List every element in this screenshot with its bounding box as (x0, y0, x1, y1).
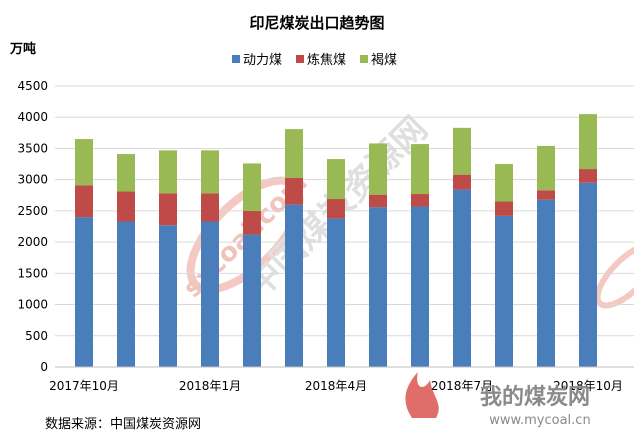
bar-segment-2 (495, 201, 513, 216)
chart-title: 印尼煤炭出口趋势图 (249, 14, 384, 32)
y-tick-label: 4000 (17, 110, 48, 124)
bar-segment-3 (75, 139, 93, 186)
x-tick-label: 2018年1月 (179, 379, 241, 393)
x-tick-label: 2018年4月 (305, 379, 367, 393)
x-tick-label: 2017年10月 (49, 379, 119, 393)
bar-segment-1 (201, 221, 219, 367)
bar-segment-3 (285, 129, 303, 178)
bar-segment-3 (327, 159, 345, 200)
bar-segment-2 (579, 169, 597, 183)
x-tick-labels: 2017年10月 2018年1月 2018年4月 2018年7月 2018年10月 (49, 379, 623, 393)
flame-icon (405, 372, 439, 418)
y-tick-label: 1500 (17, 266, 48, 280)
bar-segment-1 (159, 225, 177, 367)
legend-label: 炼焦煤 (307, 53, 346, 68)
y-tick-label: 500 (25, 329, 48, 343)
bar-segment-1 (579, 182, 597, 367)
bar-segment-2 (201, 193, 219, 222)
bar-segment-3 (243, 163, 261, 211)
y-tick-label: 2000 (17, 235, 48, 249)
y-tick-label: 0 (40, 360, 48, 374)
bars (75, 114, 597, 367)
bar-segment-3 (453, 127, 471, 175)
logo-url-text: www.mycoal.cn (489, 413, 590, 428)
legend-swatch (232, 55, 240, 63)
bar-segment-2 (327, 199, 345, 219)
bar-segment-3 (117, 154, 135, 192)
bar-segment-3 (201, 150, 219, 194)
data-source: 数据来源：中国煤炭资源网 (45, 417, 201, 432)
bar-segment-3 (579, 114, 597, 170)
mycoal-logo: 我的煤炭网 www.mycoal.cn (405, 372, 591, 428)
legend-swatch (360, 55, 368, 63)
bar-segment-1 (495, 215, 513, 367)
y-tick-labels: 0 500 1000 1500 2000 2500 3000 3500 4000 4500 (17, 79, 48, 374)
bar-segment-1 (117, 221, 135, 367)
bar-segment-2 (159, 193, 177, 226)
bar-segment-3 (159, 150, 177, 194)
legend: 动力煤 炼焦煤 褐煤 (232, 53, 397, 68)
bar-segment-2 (453, 174, 471, 190)
bar-segment-1 (369, 207, 387, 367)
bar-segment-2 (411, 194, 429, 207)
legend-swatch (296, 55, 304, 63)
bar-segment-1 (537, 199, 555, 367)
y-tick-label: 3000 (17, 173, 48, 187)
legend-label: 褐煤 (371, 53, 397, 68)
bar-segment-1 (243, 234, 261, 367)
watermark-layer: sxcoal.com 中国煤炭资源网 (178, 109, 634, 309)
bar-segment-2 (285, 177, 303, 205)
bar-segment-3 (411, 144, 429, 195)
logo-cn-text: 我的煤炭网 (480, 384, 590, 410)
y-tick-label: 4500 (17, 79, 48, 93)
bar-segment-3 (495, 164, 513, 202)
bar-segment-2 (117, 191, 135, 222)
legend-label: 动力煤 (243, 53, 282, 68)
bar-segment-1 (75, 217, 93, 367)
bar-segment-2 (75, 185, 93, 218)
bar-segment-2 (369, 194, 387, 208)
bar-segment-1 (453, 189, 471, 367)
y-unit-label: 万吨 (9, 41, 36, 57)
bar-segment-2 (243, 210, 261, 235)
y-tick-label: 1000 (17, 298, 48, 312)
bar-segment-1 (411, 206, 429, 367)
y-tick-label: 2500 (17, 204, 48, 218)
x-tick-label: 2018年7月 (431, 379, 493, 393)
bar-segment-2 (537, 190, 555, 200)
watermark-oval-right (594, 241, 634, 309)
bar-segment-3 (369, 143, 387, 195)
y-tick-label: 3500 (17, 141, 48, 155)
bar-segment-1 (327, 218, 345, 367)
bar-segment-3 (537, 145, 555, 191)
x-tick-label: 2018年10月 (553, 379, 623, 393)
bar-segment-1 (285, 204, 303, 367)
